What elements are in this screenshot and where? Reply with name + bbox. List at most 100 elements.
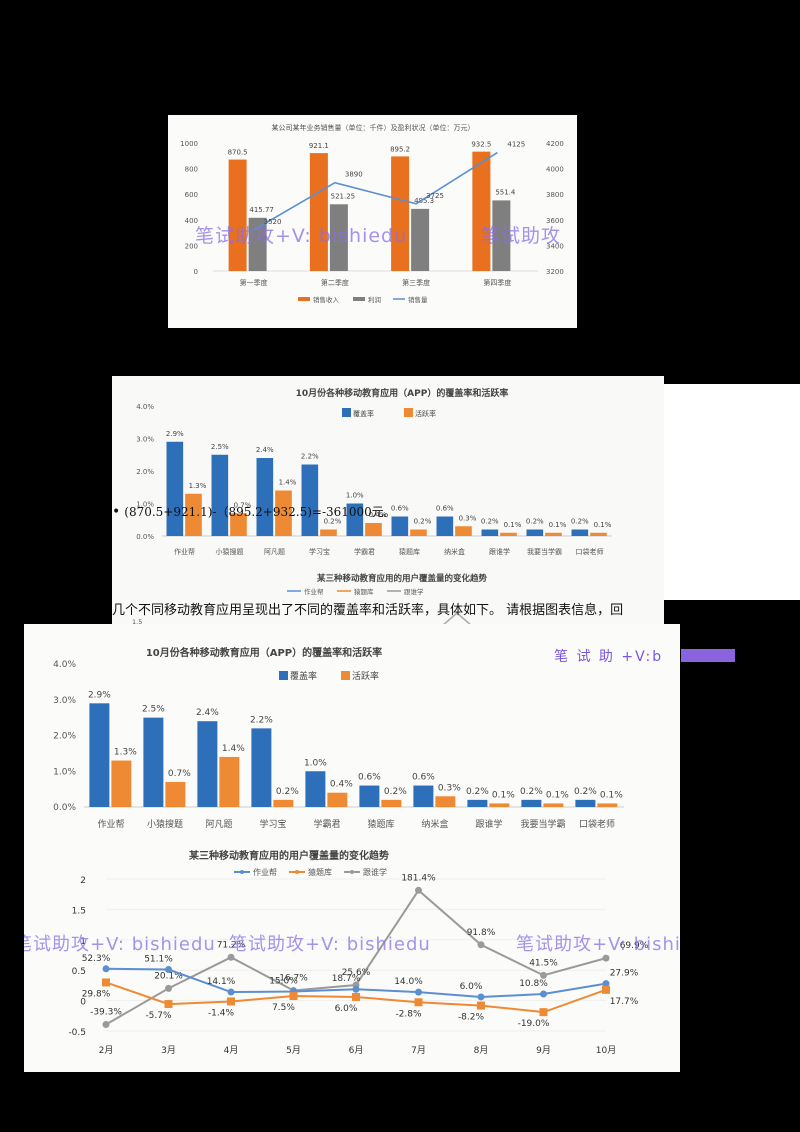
svg-text:1.0%: 1.0% xyxy=(53,767,76,777)
svg-text:猿题库: 猿题库 xyxy=(367,818,394,830)
svg-text:销售收入: 销售收入 xyxy=(313,295,340,304)
svg-text:跟谁学: 跟谁学 xyxy=(475,818,502,830)
svg-text:0.1%: 0.1% xyxy=(600,790,623,800)
svg-text:0.1%: 0.1% xyxy=(594,521,612,529)
svg-text:0: 0 xyxy=(194,268,198,276)
svg-text:2.2%: 2.2% xyxy=(301,453,319,461)
svg-text:第四季度: 第四季度 xyxy=(483,278,511,287)
svg-text:895.2: 895.2 xyxy=(390,145,410,153)
svg-text:0.6%: 0.6% xyxy=(391,505,409,513)
svg-text:0.4%: 0.4% xyxy=(330,780,353,790)
svg-text:17.7%: 17.7% xyxy=(610,997,639,1007)
watermark: 笔试助攻+V: bishiedu xyxy=(516,934,680,955)
svg-text:485.3: 485.3 xyxy=(414,197,434,205)
svg-text:3400: 3400 xyxy=(546,242,564,250)
svg-text:600: 600 xyxy=(185,191,198,199)
formula-line: • (870.5+921.1)-（895.2+932.5)=-361000元。 xyxy=(112,504,396,520)
svg-text:1.5: 1.5 xyxy=(72,906,86,916)
svg-text:0.1%: 0.1% xyxy=(549,521,567,529)
svg-text:0.2%: 0.2% xyxy=(276,787,299,797)
svg-text:跟谁学: 跟谁学 xyxy=(489,547,510,556)
svg-text:551.4: 551.4 xyxy=(495,188,516,196)
svg-text:口袋老师: 口袋老师 xyxy=(576,547,604,556)
watermark: 笔试助攻+V: bishiedu xyxy=(195,225,408,247)
svg-text:521.25: 521.25 xyxy=(331,192,356,200)
svg-text:2.4%: 2.4% xyxy=(196,708,219,718)
svg-text:学霸君: 学霸君 xyxy=(354,547,375,556)
svg-text:某三种移动教育应用的用户覆盖量的变化趋势: 某三种移动教育应用的用户覆盖量的变化趋势 xyxy=(189,849,389,862)
svg-text:学习宝: 学习宝 xyxy=(259,818,286,830)
charts-panel: 10月份各种移动教育应用（APP）的覆盖率和活跃率 覆盖率 活跃率 0.0% 1.0% 2… xyxy=(24,624,680,1072)
svg-text:-39.3%: -39.3% xyxy=(90,1007,122,1017)
svg-text:猿题库: 猿题库 xyxy=(399,547,420,556)
svg-text:0.7%: 0.7% xyxy=(234,501,252,509)
svg-text:7月: 7月 xyxy=(411,1045,426,1056)
svg-text:0.2%: 0.2% xyxy=(481,518,499,526)
svg-text:0.6%: 0.6% xyxy=(436,505,454,513)
svg-text:3.0%: 3.0% xyxy=(53,696,76,706)
svg-text:2.5%: 2.5% xyxy=(142,705,165,715)
svg-text:第一季度: 第一季度 xyxy=(240,278,268,287)
svg-text:0.2%: 0.2% xyxy=(466,787,489,797)
svg-text:2.9%: 2.9% xyxy=(88,690,111,700)
svg-text:1.4%: 1.4% xyxy=(222,744,245,754)
watermark: 笔试助攻 xyxy=(481,225,562,247)
svg-text:2.0%: 2.0% xyxy=(53,732,76,742)
watermark: 笔试助攻+V: bishiedu xyxy=(229,934,431,955)
svg-text:0.2%: 0.2% xyxy=(414,518,432,526)
svg-text:1.0%: 1.0% xyxy=(136,501,154,509)
svg-text:200: 200 xyxy=(185,242,198,250)
svg-text:0.2%: 0.2% xyxy=(574,787,597,797)
svg-text:活跃率: 活跃率 xyxy=(415,409,436,418)
svg-text:-8.2%: -8.2% xyxy=(458,1013,485,1023)
svg-text:0.2%: 0.2% xyxy=(571,518,589,526)
svg-text:51.1%: 51.1% xyxy=(144,955,173,965)
svg-text:3.0%: 3.0% xyxy=(136,436,154,444)
watermark-badge-highlight xyxy=(681,649,735,662)
svg-text:第二季度: 第二季度 xyxy=(321,278,349,287)
svg-text:作业帮: 作业帮 xyxy=(304,587,324,596)
svg-text:学习宝: 学习宝 xyxy=(309,547,330,556)
svg-text:3200: 3200 xyxy=(546,268,564,276)
svg-text:作业帮: 作业帮 xyxy=(174,547,195,556)
svg-text:2.4%: 2.4% xyxy=(256,446,274,454)
sales-chart: 某公司某年业务销售量（单位：千件）及盈利状况（单位：万元） 0 200 400 600 8… xyxy=(180,123,564,304)
svg-text:0.6%: 0.6% xyxy=(412,773,435,783)
svg-text:10月份各种移动教育应用（APP）的覆盖率和活跃率: 10月份各种移动教育应用（APP）的覆盖率和活跃率 xyxy=(296,387,509,399)
svg-text:4125: 4125 xyxy=(507,141,525,149)
svg-text:跟谁学: 跟谁学 xyxy=(363,867,387,877)
watermark: 笔试助攻+V: bishiedu xyxy=(24,934,216,955)
svg-text:10月: 10月 xyxy=(596,1045,616,1056)
svg-text:15.0%: 15.0% xyxy=(269,976,298,986)
svg-text:0.2%: 0.2% xyxy=(526,518,544,526)
svg-text:覆盖率: 覆盖率 xyxy=(290,670,317,682)
svg-text:0.2%: 0.2% xyxy=(384,787,407,797)
svg-text:3520: 3520 xyxy=(264,218,282,226)
svg-text:10.8%: 10.8% xyxy=(519,979,548,989)
svg-text:14.1%: 14.1% xyxy=(207,977,236,987)
svg-text:5月: 5月 xyxy=(286,1045,301,1056)
svg-text:-2.8%: -2.8% xyxy=(395,1009,422,1019)
svg-text:某公司某年业务销售量（单位：千件）及盈利状况（单位：万元）: 某公司某年业务销售量（单位：千件）及盈利状况（单位：万元） xyxy=(272,123,475,132)
svg-text:52.3%: 52.3% xyxy=(82,954,111,964)
coverage-chart-panel-background: 10月份各种移动教育应用（APP）的覆盖率和活跃率 覆盖率 活跃率 0.0% 1.0% 2… xyxy=(112,376,664,626)
svg-text:18.7%: 18.7% xyxy=(332,974,361,984)
watermark-badge: 笔 试 助 +V:b xyxy=(554,649,664,665)
svg-text:4月: 4月 xyxy=(224,1045,239,1056)
svg-text:0.3%: 0.3% xyxy=(459,514,477,522)
svg-text:某三种移动教育应用的用户覆盖量的变化趋势: 某三种移动教育应用的用户覆盖量的变化趋势 xyxy=(317,573,488,584)
sales-chart-panel: 某公司某年业务销售量（单位：千件）及盈利状况（单位：万元） 0 200 400 600 8… xyxy=(168,115,577,328)
svg-text:1.4%: 1.4% xyxy=(279,479,297,487)
svg-text:1.0%: 1.0% xyxy=(346,492,364,500)
svg-text:91.8%: 91.8% xyxy=(467,928,496,938)
svg-text:41.5%: 41.5% xyxy=(529,958,558,968)
svg-text:3600: 3600 xyxy=(546,217,564,225)
svg-text:29.8%: 29.8% xyxy=(82,989,111,999)
svg-text:400: 400 xyxy=(185,217,198,225)
svg-text:1: 1 xyxy=(80,937,86,947)
svg-text:870.5: 870.5 xyxy=(228,149,248,157)
svg-text:跟谁学: 跟谁学 xyxy=(404,587,424,596)
svg-text:6.0%: 6.0% xyxy=(460,982,483,992)
svg-text:猿题库: 猿题库 xyxy=(354,587,374,596)
